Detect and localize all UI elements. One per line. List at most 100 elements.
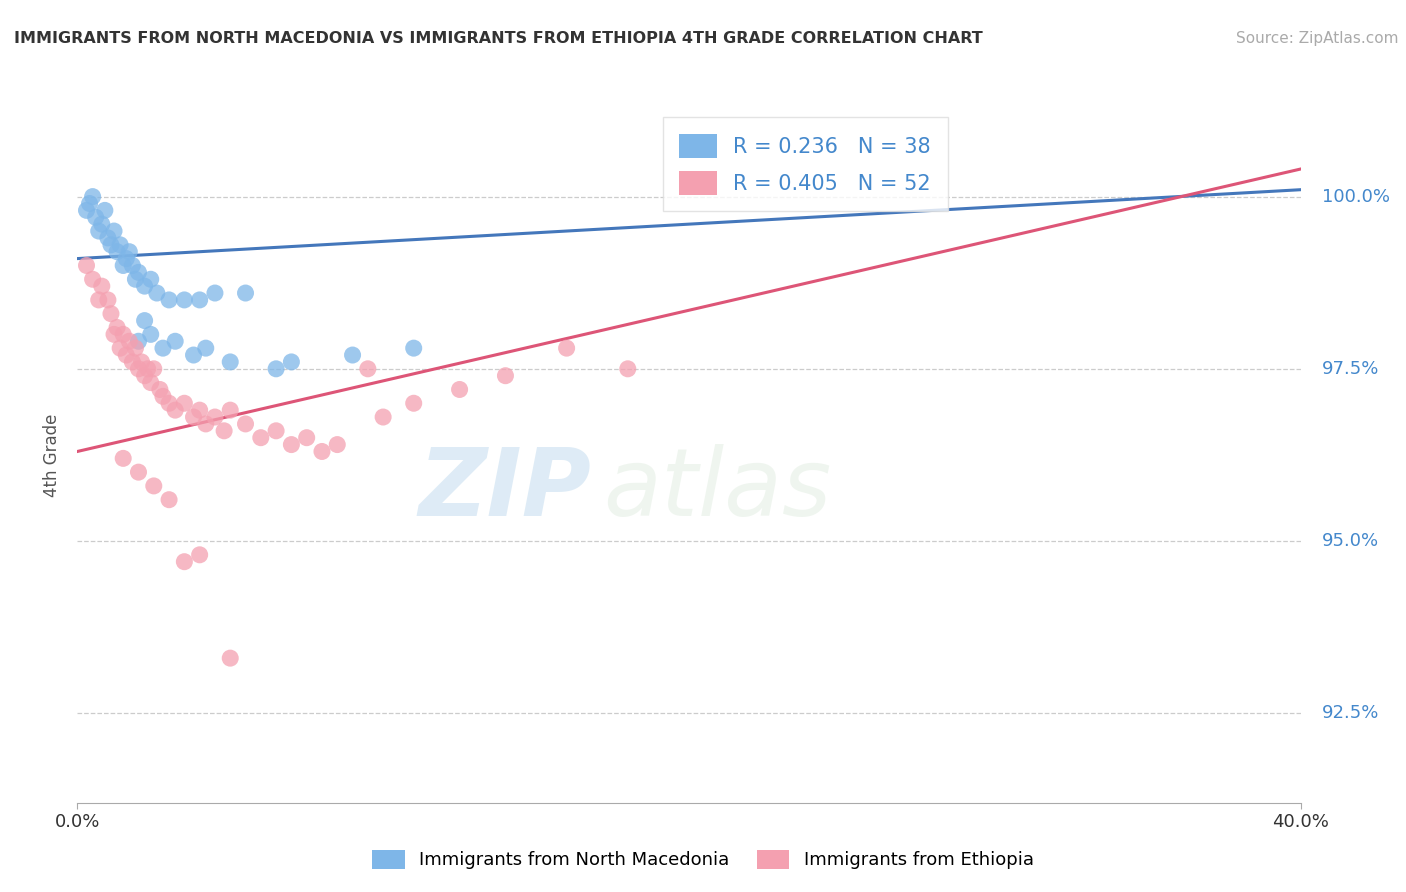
Point <box>188 548 211 562</box>
Point <box>103 327 125 342</box>
Point <box>157 492 180 507</box>
Point <box>139 272 162 286</box>
Point <box>108 237 131 252</box>
Point <box>127 361 149 376</box>
Point <box>134 279 156 293</box>
Point <box>87 293 110 307</box>
Point <box>139 376 162 390</box>
Point <box>97 231 120 245</box>
Point <box>121 355 143 369</box>
Point <box>219 355 242 369</box>
Point <box>495 368 517 383</box>
Point <box>183 410 205 425</box>
Point <box>194 341 217 355</box>
Point <box>311 444 333 458</box>
Point <box>449 383 471 397</box>
Point <box>90 279 112 293</box>
Point <box>127 265 149 279</box>
Text: 100.0%: 100.0% <box>1322 187 1389 205</box>
Point <box>121 259 143 273</box>
Point <box>357 361 380 376</box>
Legend: Immigrants from North Macedonia, Immigrants from Ethiopia: Immigrants from North Macedonia, Immigra… <box>363 840 1043 879</box>
Point <box>235 417 257 431</box>
Point <box>134 313 156 327</box>
Point <box>617 361 640 376</box>
Point <box>204 286 226 301</box>
Text: atlas: atlas <box>603 444 831 535</box>
Point <box>149 383 172 397</box>
Point <box>115 252 138 266</box>
Point <box>212 424 235 438</box>
Text: IMMIGRANTS FROM NORTH MACEDONIA VS IMMIGRANTS FROM ETHIOPIA 4TH GRADE CORRELATIO: IMMIGRANTS FROM NORTH MACEDONIA VS IMMIG… <box>14 31 983 46</box>
Point <box>165 334 187 349</box>
Point <box>103 224 125 238</box>
Point <box>157 396 180 410</box>
Point <box>250 431 273 445</box>
Point <box>280 437 302 451</box>
Point <box>76 259 98 273</box>
Point <box>173 555 195 569</box>
Point <box>555 341 578 355</box>
Point <box>280 355 302 369</box>
Point <box>173 293 195 307</box>
Point <box>97 293 120 307</box>
Point <box>402 341 425 355</box>
Point <box>146 286 169 301</box>
Point <box>235 286 257 301</box>
Point <box>264 424 287 438</box>
Point <box>94 203 117 218</box>
Point <box>124 272 146 286</box>
Point <box>152 341 174 355</box>
Point <box>157 293 180 307</box>
Point <box>142 479 165 493</box>
Point <box>173 396 195 410</box>
Point <box>82 189 104 203</box>
Point <box>342 348 364 362</box>
Text: 97.5%: 97.5% <box>1322 359 1379 378</box>
Point <box>90 217 112 231</box>
Text: Source: ZipAtlas.com: Source: ZipAtlas.com <box>1236 31 1399 46</box>
Point <box>264 361 287 376</box>
Point <box>219 403 242 417</box>
Point <box>127 334 149 349</box>
Point <box>204 410 226 425</box>
Point <box>100 307 122 321</box>
Point <box>219 651 242 665</box>
Point <box>112 259 135 273</box>
Point <box>127 465 149 479</box>
Point <box>118 334 141 349</box>
Point <box>295 431 318 445</box>
Point <box>183 348 205 362</box>
Point <box>84 211 107 225</box>
Text: 92.5%: 92.5% <box>1322 705 1379 723</box>
Point <box>112 451 135 466</box>
Point <box>165 403 187 417</box>
Point <box>139 327 162 342</box>
Point <box>124 341 146 355</box>
Point <box>326 437 349 451</box>
Point <box>115 348 138 362</box>
Point <box>76 203 98 218</box>
Point <box>108 341 131 355</box>
Point <box>82 272 104 286</box>
Point <box>188 403 211 417</box>
Point <box>100 237 122 252</box>
Point <box>131 355 153 369</box>
Point <box>79 196 101 211</box>
Point <box>134 368 156 383</box>
Point <box>105 320 128 334</box>
Point <box>136 361 159 376</box>
Point <box>118 244 141 259</box>
Point <box>402 396 425 410</box>
Text: 95.0%: 95.0% <box>1322 532 1379 550</box>
Point <box>105 244 128 259</box>
Point <box>152 389 174 403</box>
Legend: R = 0.236   N = 38, R = 0.405   N = 52: R = 0.236 N = 38, R = 0.405 N = 52 <box>662 118 948 211</box>
Point <box>194 417 217 431</box>
Point <box>371 410 394 425</box>
Text: ZIP: ZIP <box>418 443 591 536</box>
Point <box>142 361 165 376</box>
Point <box>112 327 135 342</box>
Y-axis label: 4th Grade: 4th Grade <box>44 413 62 497</box>
Point <box>188 293 211 307</box>
